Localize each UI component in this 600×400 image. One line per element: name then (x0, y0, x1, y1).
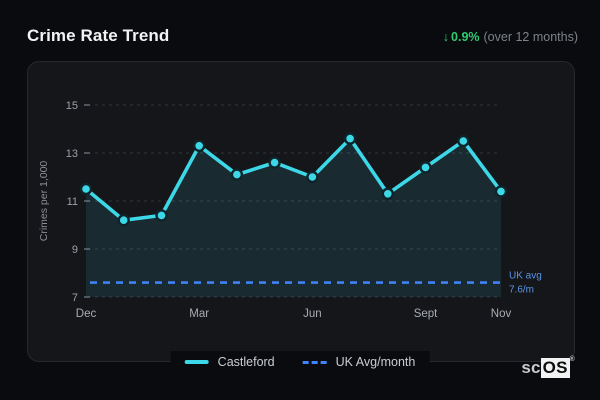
legend-label: Castleford (217, 355, 275, 369)
data-point-aug[interactable] (381, 187, 394, 201)
solid-line-swatch-icon (184, 360, 209, 364)
trend-indicator: ↓ 0.9% (over 12 months) (443, 30, 578, 44)
x-tick-label: Sept (414, 308, 438, 320)
x-tick-label: Mar (189, 308, 209, 320)
y-tick-label: 9 (72, 244, 78, 256)
data-point-jun[interactable] (306, 170, 319, 184)
crime-trend-chart-card: 7 9 11 13 15 Dec Mar Jun Sept Nov Crimes per 1,000… (27, 61, 575, 362)
data-point-apr[interactable] (230, 168, 244, 181)
scos-logo: sc OS ® (521, 356, 575, 378)
series-line-castleford (84, 136, 503, 222)
uk-avg-label-line1: UK avg (509, 271, 542, 282)
chart-legend: Castleford UK Avg/month (170, 351, 430, 373)
data-point-feb[interactable] (155, 209, 168, 222)
uk-avg-label-line2: 7.6/m (509, 285, 534, 296)
x-tick-label: Nov (491, 308, 512, 320)
page-title: Crime Rate Trend (27, 26, 170, 45)
data-point-nov[interactable] (494, 185, 508, 198)
y-tick-label: 15 (66, 100, 78, 112)
logo-prefix: sc (521, 358, 541, 377)
series-area (86, 138, 501, 297)
trend-value: 0.9% (451, 30, 480, 44)
legend-item-castleford[interactable]: Castleford (184, 355, 275, 369)
y-tick-label: 7 (72, 292, 78, 304)
y-axis-title: Crimes per 1,000 (38, 161, 50, 242)
y-tick-label: 11 (67, 196, 78, 208)
data-point-jan[interactable] (117, 213, 130, 227)
legend-item-uk-avg[interactable]: UK Avg/month (302, 355, 416, 369)
trend-chart-svg: 7 9 11 13 15 Dec Mar Jun Sept Nov Crimes per 1,000… (38, 100, 542, 320)
data-point-may[interactable] (268, 156, 281, 169)
logo-suffix: OS (540, 358, 570, 378)
data-point-jul[interactable] (343, 132, 357, 145)
x-tick-label: Jun (303, 308, 322, 320)
data-point-mar[interactable] (192, 139, 206, 153)
data-point-sept[interactable] (419, 161, 432, 174)
data-point-oct[interactable] (457, 134, 470, 148)
registered-trademark-icon: ® (569, 356, 575, 363)
y-tick-label: 13 (66, 148, 78, 160)
legend-label: UK Avg/month (335, 355, 416, 369)
trend-caption: (over 12 months) (483, 30, 578, 44)
x-tick-label: Dec (76, 308, 97, 320)
dashed-line-swatch-icon (302, 360, 327, 364)
trend-down-icon: ↓ (442, 30, 450, 44)
data-point-dec[interactable] (79, 182, 93, 196)
